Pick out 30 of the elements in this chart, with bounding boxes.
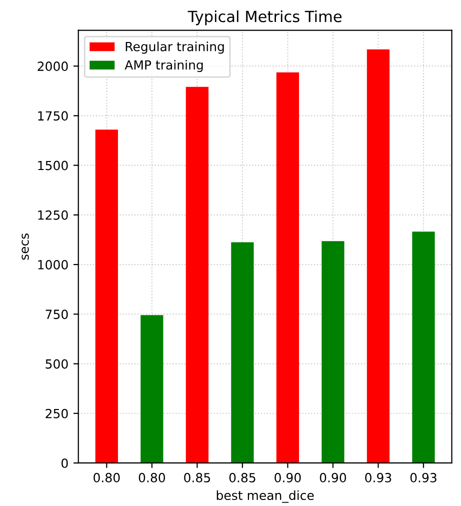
y-tick-label: 750 (46, 310, 68, 320)
chart-title: Typical Metrics Time (188, 10, 342, 26)
y-tick-label: 1500 (38, 160, 68, 170)
x-tick-label: 0.85 (184, 472, 210, 482)
bar (366, 49, 390, 463)
x-tick-label: 0.85 (229, 472, 256, 482)
y-tick-label: 2000 (38, 62, 68, 72)
bar (322, 241, 344, 463)
y-tick-label: 1000 (38, 260, 68, 270)
y-tick-label: 250 (46, 408, 68, 418)
y-axis-title: secs (22, 233, 29, 260)
bar (276, 72, 300, 463)
bar (412, 232, 435, 463)
x-tick-label: 0.90 (274, 472, 301, 482)
legend-label: AMP training (124, 60, 203, 72)
x-tick-label: 0.80 (94, 472, 120, 482)
x-tick-label: 0.93 (365, 472, 392, 482)
bar (95, 130, 118, 463)
bar (186, 86, 208, 463)
y-tick-label: 0 (62, 458, 68, 468)
x-tick-label: 0.80 (138, 472, 166, 482)
y-tick-label: 500 (46, 359, 68, 369)
bar (140, 315, 164, 463)
x-axis-title: best mean_dice (216, 490, 314, 503)
x-tick-label: 0.93 (410, 472, 436, 482)
x-tick-label: 0.90 (320, 472, 346, 482)
y-tick-label: 1250 (38, 210, 68, 220)
legend-label: Regular training (126, 42, 224, 54)
y-tick-label: 1750 (38, 111, 68, 121)
bar (231, 242, 254, 463)
